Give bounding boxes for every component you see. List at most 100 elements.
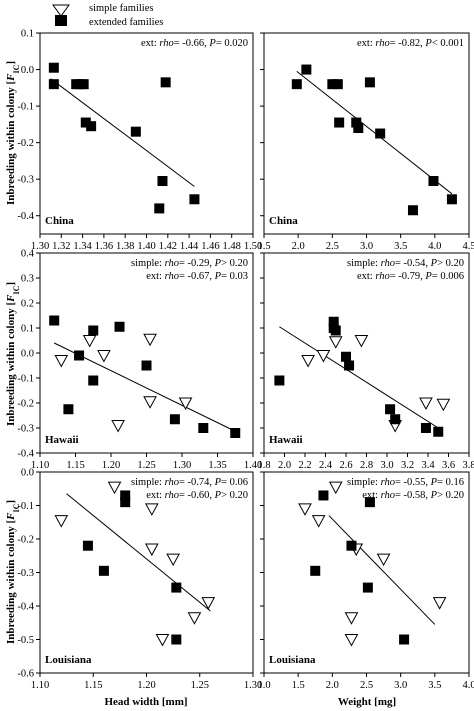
x-tick-label: 1.0 xyxy=(257,680,270,691)
extended-family-point xyxy=(274,375,285,386)
stat-annotation: simple: rho= -0.54, P> 0.20 xyxy=(347,258,464,269)
extended-family-point xyxy=(399,634,410,645)
extended-family-point xyxy=(327,79,338,90)
regression-line xyxy=(296,70,453,195)
y-tick-label: 0.0 xyxy=(21,468,34,479)
x-tick-label: 2.5 xyxy=(360,680,373,691)
stat-annotation: ext: rho= -0.82, P< 0.001 xyxy=(357,38,464,49)
extended-family-point xyxy=(78,79,89,90)
x-tick-label: 3.2 xyxy=(401,460,414,471)
legend-extended-marker xyxy=(55,15,67,26)
extended-family-point xyxy=(63,404,74,415)
y-tick-label: -0.4 xyxy=(17,211,34,222)
extended-family-point xyxy=(114,321,125,332)
stat-annotation: ext: rho= -0.67, P= 0.03 xyxy=(146,271,248,282)
stat-annotation: simple: rho= -0.74, P= 0.06 xyxy=(131,477,248,488)
x-tick-label: 3.4 xyxy=(421,460,435,471)
ylabel-row3: Inbreeding within colony [FIC] xyxy=(5,500,21,644)
plot-frame xyxy=(39,252,254,454)
x-tick-label: 3.8 xyxy=(462,460,474,471)
x-tick-label: 1.30 xyxy=(31,241,49,252)
extended-family-point xyxy=(291,79,302,90)
x-tick-label: 3.0 xyxy=(380,460,393,471)
panel-2: 1.5 2.0 2.5 3.0 3.5 4.0 4.5 ext: rho= -0.82, P<… xyxy=(257,32,474,252)
panel-label: Hawaii xyxy=(269,434,303,446)
x-tick-label: 2.0 xyxy=(278,460,291,471)
simple-family-point xyxy=(144,503,159,516)
y-tick-label: -0.4 xyxy=(17,449,34,460)
y-tick-label: 0.1 xyxy=(21,29,34,40)
extended-family-point xyxy=(301,64,312,75)
x-tick-label: 1.30 xyxy=(173,460,191,471)
stat-annotation: simple: rho= -0.55, P= 0.16 xyxy=(347,477,464,488)
y-tick-label: -0.2 xyxy=(17,399,34,410)
y-tick-label: 0.4 xyxy=(21,249,35,260)
y-tick-label: -0.1 xyxy=(17,102,34,113)
simple-family-point xyxy=(301,355,315,368)
extended-family-point xyxy=(160,77,171,88)
regression-line xyxy=(279,326,441,430)
extended-family-point xyxy=(330,325,341,336)
plot-frame xyxy=(39,471,254,674)
x-tick-label: 2.8 xyxy=(360,460,373,471)
x-tick-label: 1.15 xyxy=(66,460,84,471)
regression-line xyxy=(328,515,436,625)
x-tick-label: 2.4 xyxy=(319,460,333,471)
simple-family-point xyxy=(144,543,159,557)
simple-family-point xyxy=(107,481,122,495)
y-tick-label: -0.3 xyxy=(17,424,34,435)
x-tick-label: 3.5 xyxy=(394,241,407,252)
extended-family-point xyxy=(130,126,141,137)
extended-family-point xyxy=(433,426,444,437)
regression-line xyxy=(50,78,195,187)
x-tick-label: 2.2 xyxy=(298,460,311,471)
x-tick-label: 1.40 xyxy=(244,460,262,471)
extended-family-point xyxy=(82,540,93,551)
extended-family-point xyxy=(157,176,168,187)
extended-family-point xyxy=(344,360,355,371)
panels: 1.30 1.32 1.34 1.36 1.38 1.40 1.42 1.44 1.46 1.48… xyxy=(17,29,474,692)
extended-family-point xyxy=(318,490,329,501)
y-tick-label: 0.2 xyxy=(21,299,34,310)
extended-family-point xyxy=(353,123,364,134)
extended-family-point xyxy=(310,565,321,576)
simple-family-point xyxy=(166,553,180,567)
simple-family-point xyxy=(354,335,369,348)
extended-family-point xyxy=(88,375,99,386)
plot-frame xyxy=(39,32,254,235)
simple-family-point xyxy=(419,397,433,411)
simple-family-point xyxy=(187,612,202,625)
extended-family-point xyxy=(385,404,396,415)
simple-family-point xyxy=(97,350,111,363)
extended-family-point xyxy=(362,582,373,593)
x-tick-label: 3.0 xyxy=(394,680,407,691)
y-tick-label: -0.5 xyxy=(17,635,34,646)
extended-family-point xyxy=(334,117,345,128)
extended-family-point xyxy=(80,117,91,128)
x-tick-label: 3.6 xyxy=(442,460,455,471)
simple-family-point xyxy=(344,612,359,625)
x-tick-label: 1.25 xyxy=(137,460,155,471)
y-tick-label: -0.2 xyxy=(17,535,34,546)
ylabel-row1: Inbreeding within colony [FIC] xyxy=(5,61,21,205)
extended-family-point xyxy=(154,203,165,214)
simple-family-point xyxy=(178,397,193,411)
x-tick-label: 1.48 xyxy=(223,241,241,252)
y-tick-label: 0.3 xyxy=(21,274,34,285)
stat-annotation: ext: rho= -0.66, P= 0.020 xyxy=(141,38,248,49)
x-tick-label: 1.8 xyxy=(257,460,270,471)
stat-annotation: ext: rho= -0.60, P> 0.20 xyxy=(146,490,248,501)
panel-3: 1.10 1.15 1.20 1.25 1.30 1.35 1.40 0.4 0.3 0.2 0.1… xyxy=(17,249,262,472)
extended-family-point xyxy=(198,423,209,433)
x-tick-label: 1.46 xyxy=(201,241,219,252)
plot-frame xyxy=(263,32,470,235)
plot-frame xyxy=(263,252,470,454)
extended-family-point xyxy=(328,316,339,327)
x-tick-label: 1.44 xyxy=(180,241,199,252)
x-tick-label: 4.5 xyxy=(462,241,474,252)
extended-family-point xyxy=(346,540,357,551)
panel-label: Louisiana xyxy=(45,654,92,666)
y-tick-label: -0.4 xyxy=(17,602,34,613)
stat-annotation: ext: rho= -0.58, P> 0.20 xyxy=(362,490,464,501)
